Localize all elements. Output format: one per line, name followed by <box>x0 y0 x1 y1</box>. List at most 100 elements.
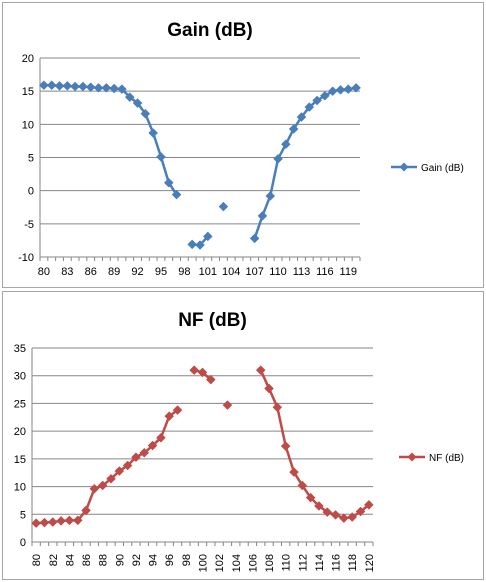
gain-data-point <box>312 95 322 106</box>
nf-x-tick-label: 120 <box>364 554 376 572</box>
gain-data-point <box>62 81 73 91</box>
gain-data-point <box>296 112 307 122</box>
nf-x-tick-label: 104 <box>231 554 243 572</box>
nf-data-point <box>164 411 175 422</box>
nf-data-point <box>81 505 91 516</box>
nf-x-tick-label: 116 <box>331 554 343 572</box>
gain-data-point <box>288 124 299 134</box>
gain-x-tick-label: 98 <box>178 266 190 278</box>
nf-y-tick-label: 10 <box>14 482 26 494</box>
gain-legend-marker <box>399 162 409 172</box>
nf-x-tick-label: 80 <box>31 554 43 566</box>
gain-data-point <box>187 239 198 250</box>
nf-data-point <box>347 512 358 522</box>
nf-data-point <box>355 506 366 517</box>
nf-data-point <box>222 400 233 410</box>
gain-data-point <box>101 82 112 93</box>
nf-data-point <box>64 515 75 526</box>
nf-y-tick-label: 30 <box>14 371 26 383</box>
nf-data-point <box>289 467 299 478</box>
gain-legend-label: Gain (dB) <box>421 163 464 174</box>
gain-data-point <box>70 81 80 92</box>
gain-data-point <box>281 139 291 150</box>
gain-data-point <box>265 191 276 201</box>
nf-data-point <box>255 365 266 376</box>
nf-data-point <box>122 460 133 471</box>
nf-x-tick-label: 106 <box>247 554 259 572</box>
nf-data-point <box>280 441 291 451</box>
nf-data-point <box>189 365 200 376</box>
nf-data-point <box>264 383 274 394</box>
gain-data-point <box>218 201 229 212</box>
gain-data-point <box>132 98 143 108</box>
nf-y-tick-label: 5 <box>20 509 26 521</box>
nf-chart-panel: NF (dB) 0 5 10 15 20 25 30 35 80 82 84 86 88 90 92 94 96 9… <box>2 291 484 580</box>
gain-data-point <box>202 231 213 242</box>
gain-x-tick-label: 89 <box>108 266 120 278</box>
nf-x-tick-label: 110 <box>281 554 293 572</box>
nf-data-point <box>314 501 324 511</box>
gain-data-point <box>257 211 268 221</box>
nf-data-point <box>156 432 166 443</box>
nf-chart-title: NF (dB) <box>178 310 247 331</box>
nf-x-tick-label: 84 <box>64 554 76 566</box>
nf-x-tick-label: 100 <box>198 554 210 572</box>
gain-data-point <box>85 82 96 93</box>
gain-data-point <box>351 82 361 93</box>
nf-y-tick-label: 25 <box>14 398 26 410</box>
nf-data-point <box>97 480 108 491</box>
nf-x-tick-label: 86 <box>81 554 93 566</box>
gain-data-point <box>54 81 65 91</box>
nf-y-tick-label: 35 <box>14 343 26 355</box>
gain-y-tick-label: 5 <box>28 153 34 165</box>
nf-x-tick-label: 96 <box>164 554 176 566</box>
nf-legend-label: NF (dB) <box>429 453 464 464</box>
gain-x-tick-label: 110 <box>269 266 287 278</box>
gain-x-tick-label: 101 <box>199 266 217 278</box>
gain-data-point <box>109 83 119 94</box>
gain-x-tick-label: 107 <box>245 266 263 278</box>
nf-data-point <box>31 518 42 529</box>
gain-y-tick-label: -10 <box>18 252 34 264</box>
nf-x-tick-label: 90 <box>114 554 126 566</box>
nf-data-point <box>89 483 100 494</box>
nf-x-tick-label: 112 <box>297 554 309 572</box>
nf-data-point <box>147 440 158 451</box>
gain-data-point <box>249 233 260 244</box>
nf-data-point <box>139 447 150 458</box>
nf-data-point <box>330 509 341 520</box>
gain-chart-title: Gain (dB) <box>167 20 253 41</box>
gain-data-point <box>78 81 88 92</box>
gain-data-point <box>304 102 315 112</box>
gain-series-line <box>43 83 178 196</box>
gain-x-tick-label: 83 <box>61 266 73 278</box>
gain-y-tick-label: 10 <box>22 119 34 131</box>
nf-chart-svg: NF (dB) 0 5 10 15 20 25 30 35 80 82 84 86 88 90 92 94 96 9… <box>14 310 464 572</box>
nf-data-point <box>205 374 216 385</box>
gain-x-tick-label: 119 <box>340 266 358 278</box>
gain-data-point <box>156 151 166 162</box>
gain-data-point <box>195 240 205 250</box>
gain-data-point <box>148 128 159 138</box>
nf-x-tick-label: 92 <box>131 554 143 566</box>
gain-y-tick-label: 20 <box>22 53 34 65</box>
nf-data-point <box>322 507 333 517</box>
nf-data-point <box>272 402 283 413</box>
gain-x-tick-label: 116 <box>316 266 334 278</box>
nf-data-point <box>72 515 83 526</box>
nf-y-tick-label: 15 <box>14 454 26 466</box>
nf-x-tick-label: 94 <box>148 554 160 566</box>
gain-chart-panel: Gain (dB) -10 -5 0 5 10 15 20 80 83 86 89 92 95 98 101 1… <box>2 2 484 288</box>
nf-data-point <box>197 367 208 378</box>
nf-data-point <box>39 517 50 528</box>
nf-x-tick-label: 118 <box>347 554 359 572</box>
nf-series-line <box>259 369 370 520</box>
gain-x-tick-label: 80 <box>38 266 50 278</box>
gain-x-tick-label: 104 <box>222 266 240 278</box>
nf-data-point <box>131 452 141 463</box>
nf-legend-marker <box>407 452 417 462</box>
nf-data-point <box>106 473 116 484</box>
gain-chart-svg: Gain (dB) -10 -5 0 5 10 15 20 80 83 86 89 92 95 98 101 1… <box>18 20 464 278</box>
gain-y-tick-label: 0 <box>28 186 34 198</box>
nf-x-tick-label: 82 <box>48 554 60 566</box>
